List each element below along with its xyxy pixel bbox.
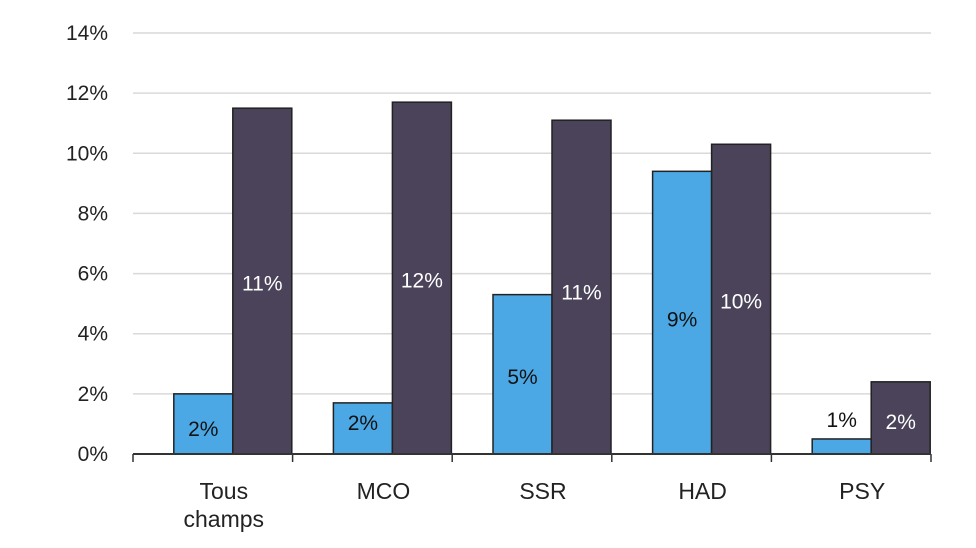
bar-series2 bbox=[391, 101, 453, 455]
x-category-label: MCO bbox=[357, 478, 411, 504]
data-label: 11% bbox=[561, 282, 601, 305]
data-label: 2% bbox=[348, 412, 378, 435]
y-tick-label: 8% bbox=[78, 202, 108, 225]
data-label: 9% bbox=[667, 309, 697, 332]
data-label: 11% bbox=[242, 273, 282, 296]
bar-labels: 2% 11% 2% 12% 5% 11% 9% 10% 1% 2% bbox=[188, 270, 916, 441]
y-tick-label: 10% bbox=[66, 142, 108, 165]
y-tick-label: 2% bbox=[78, 383, 108, 406]
data-label: 10% bbox=[720, 291, 762, 314]
bar-series2 bbox=[551, 119, 612, 455]
data-label: 1% bbox=[827, 409, 857, 432]
data-label: 2% bbox=[188, 418, 218, 441]
category-labels: Tous champs MCO SSR HAD PSY bbox=[184, 478, 886, 532]
y-tick-label: 6% bbox=[78, 263, 108, 286]
x-category-label: PSY bbox=[839, 478, 885, 504]
data-label: 12% bbox=[401, 270, 443, 293]
bars bbox=[173, 101, 931, 455]
x-category-label: HAD bbox=[678, 478, 727, 504]
y-tick-label: 0% bbox=[78, 443, 108, 466]
y-tick-label: 12% bbox=[66, 82, 108, 105]
bar-series1 bbox=[492, 293, 553, 455]
y-tick-label: 4% bbox=[78, 323, 108, 346]
x-category-label: SSR bbox=[519, 478, 566, 504]
data-label: 5% bbox=[507, 366, 537, 389]
data-label: 2% bbox=[886, 411, 916, 434]
y-axis-ticks: 0% 2% 4% 6% 8% 10% 12% 14% bbox=[66, 22, 108, 466]
bar-series1 bbox=[811, 438, 872, 455]
x-axis bbox=[132, 453, 932, 462]
bar-series2 bbox=[710, 143, 772, 455]
bar-series2 bbox=[232, 107, 293, 455]
x-category-label: Tous champs bbox=[184, 478, 265, 532]
bar-series1 bbox=[332, 402, 394, 455]
y-tick-label: 14% bbox=[66, 22, 108, 45]
